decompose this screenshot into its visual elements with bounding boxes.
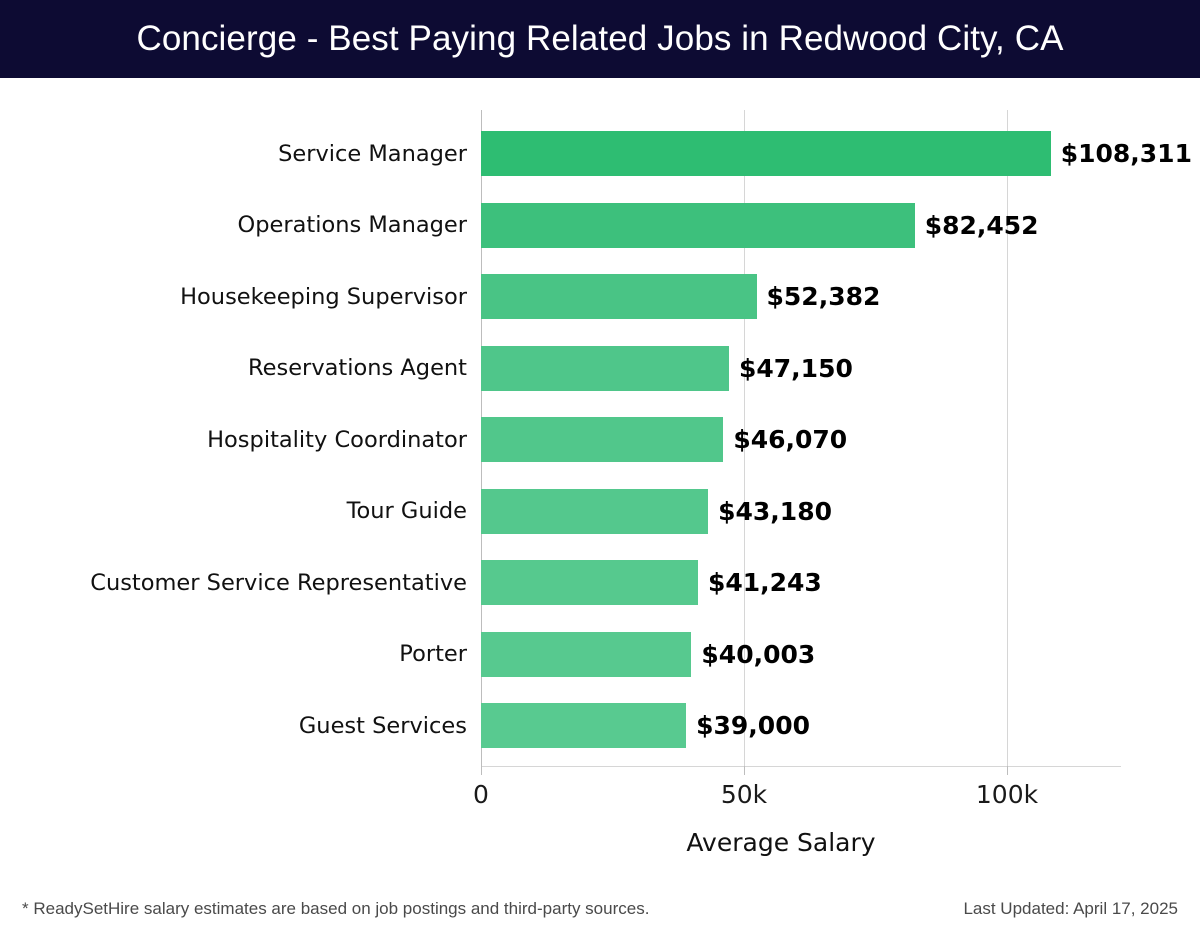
- category-label: Housekeeping Supervisor: [180, 283, 467, 310]
- category-label: Tour Guide: [346, 498, 467, 524]
- bar[interactable]: [481, 703, 687, 748]
- category-label: Service Manager: [278, 140, 467, 167]
- bar-row[interactable]: $46,070: [481, 417, 1200, 462]
- x-tick-mark: [1007, 766, 1009, 775]
- x-tick-label: 100k: [975, 780, 1039, 809]
- x-axis-line: [481, 766, 1121, 768]
- bar[interactable]: [481, 274, 757, 319]
- x-tick-label: 50k: [720, 780, 768, 809]
- title-bar: Concierge - Best Paying Related Jobs in …: [0, 0, 1200, 78]
- bar-value-label: $46,070: [733, 425, 848, 454]
- x-tick-mark: [481, 766, 483, 775]
- bar[interactable]: [481, 345, 729, 391]
- bar-value-label: $52,382: [766, 282, 881, 311]
- bar-row[interactable]: $41,243: [481, 560, 1200, 605]
- bar-value-label: $43,180: [718, 496, 832, 526]
- bar-value-label: $47,150: [739, 353, 853, 383]
- bar-value-label: $108,311: [1060, 139, 1192, 168]
- category-label: Hospitality Coordinator: [207, 426, 467, 453]
- category-label: Guest Services: [298, 712, 467, 739]
- bar[interactable]: [481, 131, 1051, 176]
- bar-row[interactable]: $43,180: [481, 488, 1200, 534]
- bar[interactable]: [481, 202, 915, 248]
- footer-disclaimer: * ReadySetHire salary estimates are base…: [22, 899, 650, 918]
- gridline: [744, 110, 745, 766]
- bar-row[interactable]: $39,000: [481, 703, 1200, 748]
- page-title: Concierge - Best Paying Related Jobs in …: [136, 19, 1064, 58]
- bar-value-label: $41,243: [707, 568, 822, 597]
- bar-row[interactable]: $40,003: [481, 631, 1200, 677]
- gridline: [1007, 110, 1008, 766]
- category-label: Operations Manager: [237, 212, 467, 238]
- bar[interactable]: [481, 417, 724, 462]
- x-tick-label: 0: [473, 780, 489, 809]
- category-label: Reservations Agent: [248, 355, 467, 381]
- bar[interactable]: [481, 631, 692, 677]
- x-tick-mark: [744, 766, 746, 775]
- bar-value-label: $82,452: [924, 210, 1039, 240]
- bar-row[interactable]: $108,311: [481, 131, 1200, 176]
- bar-row[interactable]: $82,452: [481, 202, 1200, 248]
- bar[interactable]: [481, 488, 709, 534]
- x-axis-title: Average Salary: [686, 828, 876, 857]
- category-label: Porter: [399, 641, 467, 667]
- category-label: Customer Service Representative: [90, 569, 467, 596]
- bar-row[interactable]: $47,150: [481, 345, 1200, 391]
- footer-last-updated: Last Updated: April 17, 2025: [963, 899, 1178, 918]
- bar[interactable]: [481, 560, 698, 605]
- plot-area: [481, 110, 1008, 766]
- bar-value-label: $40,003: [701, 639, 816, 669]
- bar-value-label: $39,000: [696, 711, 810, 740]
- bar-row[interactable]: $52,382: [481, 274, 1200, 319]
